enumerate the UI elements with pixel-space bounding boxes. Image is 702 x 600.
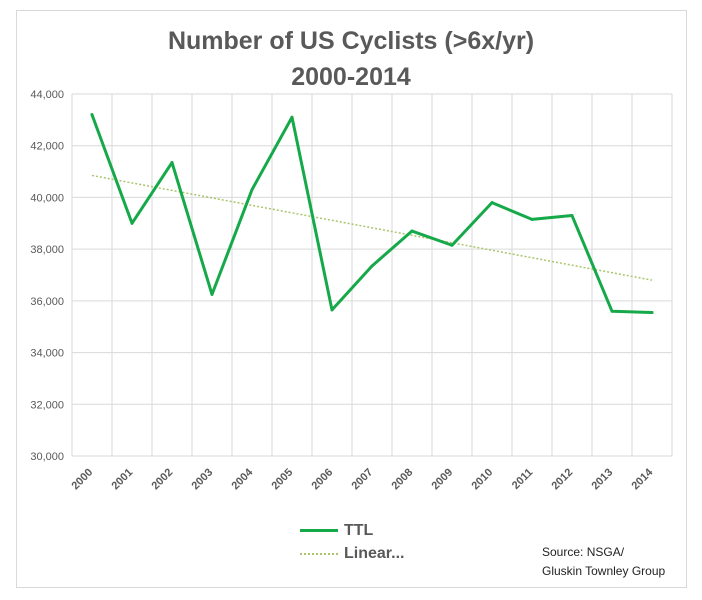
data-point <box>450 243 454 247</box>
data-point <box>90 113 94 117</box>
x-tick-label: 2009 <box>429 466 455 492</box>
data-point <box>250 188 254 192</box>
data-point <box>130 221 134 225</box>
legend-label-ttl: TTL <box>344 522 374 539</box>
legend-label-linear: Linear... <box>344 545 405 562</box>
source-line-1: Source: NSGA/ <box>542 545 625 559</box>
source-line-2: Gluskin Townley Group <box>542 564 666 578</box>
data-point <box>210 292 214 296</box>
x-tick-label: 2006 <box>309 466 335 492</box>
x-tick-label: 2007 <box>349 466 375 492</box>
x-tick-label: 2011 <box>510 466 535 491</box>
x-tick-label: 2005 <box>269 466 295 492</box>
chart-subtitle: 2000-2014 <box>291 63 411 91</box>
x-tick-label: 2004 <box>229 466 255 492</box>
y-tick-label: 30,000 <box>30 451 64 463</box>
series-line-ttl <box>90 113 654 314</box>
data-point <box>650 310 654 314</box>
data-point <box>330 308 334 312</box>
x-tick-label: 2002 <box>149 466 175 492</box>
chart-title: Number of US Cyclists (>6x/yr) <box>167 27 535 55</box>
x-tick-label: 2012 <box>549 466 575 492</box>
x-tick-label: 2000 <box>69 466 95 492</box>
y-tick-label: 42,000 <box>30 141 64 153</box>
data-point <box>530 217 534 221</box>
y-tick-label: 38,000 <box>30 244 64 256</box>
data-point <box>290 115 294 119</box>
x-tick-label: 2010 <box>469 466 495 492</box>
source-note: Source: NSGA/ Gluskin Townley Group <box>542 543 665 581</box>
data-point <box>410 229 414 233</box>
y-tick-label: 34,000 <box>30 348 64 360</box>
x-tick-label: 2001 <box>109 466 135 492</box>
x-tick-label: 2014 <box>629 466 655 492</box>
y-tick-label: 32,000 <box>30 399 64 411</box>
legend-swatch-ttl <box>300 529 338 533</box>
data-point <box>490 201 494 205</box>
y-tick-label: 40,000 <box>30 192 64 204</box>
x-tick-label: 2008 <box>389 466 415 492</box>
legend-item-ttl: TTL <box>300 520 373 542</box>
y-tick-label: 44,000 <box>30 89 64 101</box>
data-point <box>170 161 174 165</box>
legend-swatch-linear <box>300 552 338 555</box>
x-tick-label: 2013 <box>589 466 615 492</box>
y-tick-label: 36,000 <box>30 296 64 308</box>
data-point <box>610 309 614 313</box>
data-point <box>570 214 574 218</box>
x-tick-label: 2003 <box>189 466 215 492</box>
data-point <box>370 264 374 268</box>
legend-item-linear: Linear... <box>300 543 404 565</box>
trendline-linear <box>91 174 653 281</box>
